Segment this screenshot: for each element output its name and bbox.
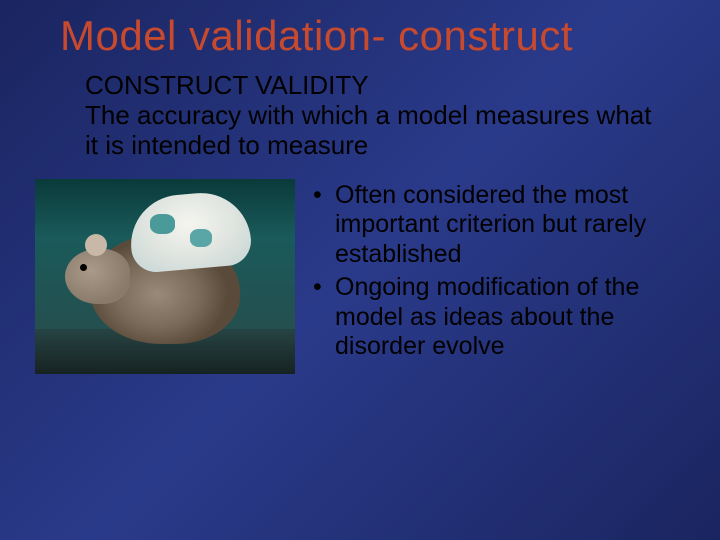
- slide-title: Model validation- construct: [0, 0, 720, 70]
- slide-image: [35, 179, 295, 374]
- subtitle-body: The accuracy with which a model measures…: [85, 101, 660, 161]
- list-item: Often considered the most important crit…: [313, 181, 680, 270]
- subtitle-block: CONSTRUCT VALIDITY The accuracy with whi…: [0, 70, 720, 161]
- subtitle-heading: CONSTRUCT VALIDITY: [85, 70, 660, 101]
- hat-shape: [127, 189, 253, 274]
- rat-ear-shape: [85, 234, 107, 256]
- rat-eye-shape: [80, 264, 87, 271]
- bullet-list: Often considered the most important crit…: [313, 179, 680, 366]
- rat-head-shape: [65, 249, 130, 304]
- list-item: Ongoing modification of the model as ide…: [313, 273, 680, 362]
- hat-pattern: [190, 229, 212, 247]
- hat-pattern: [150, 214, 175, 234]
- content-row: Often considered the most important crit…: [0, 161, 720, 374]
